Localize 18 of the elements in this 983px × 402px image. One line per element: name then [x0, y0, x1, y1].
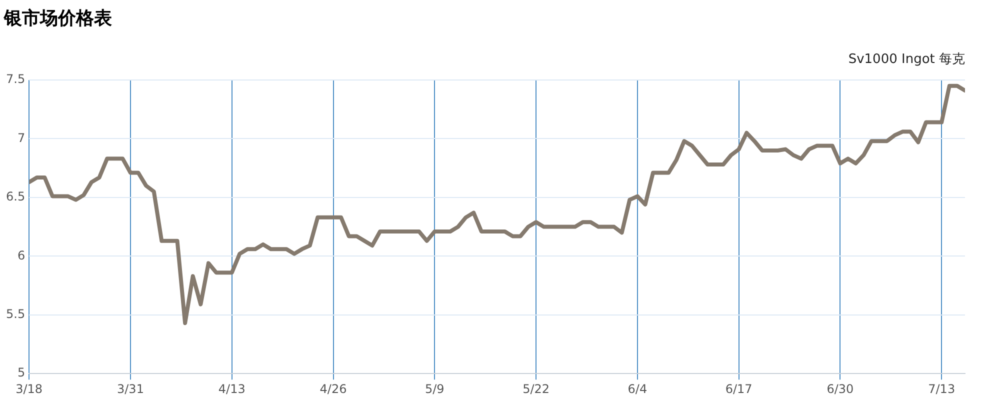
chart-title: 银市场价格表: [4, 7, 112, 30]
y-tick-label: 7: [17, 130, 26, 145]
x-tick-label: 3/18: [16, 382, 43, 396]
y-tick-label: 5: [17, 366, 26, 380]
x-tick-label: 5/22: [522, 382, 550, 396]
x-tick-label: 5/9: [424, 382, 444, 396]
y-tick-label: 7.5: [6, 72, 26, 86]
y-tick-label: 5.5: [6, 307, 26, 322]
x-tick-label: 4/13: [218, 382, 246, 396]
x-tick-label: 4/26: [320, 382, 347, 396]
chart-subtitle: Sv1000 Ingot 每克: [848, 51, 965, 68]
x-tick-label: 7/13: [928, 382, 956, 396]
y-tick-label: 6.5: [6, 190, 26, 204]
x-tick-label: 6/30: [826, 382, 854, 396]
x-tick-label: 6/17: [725, 382, 752, 396]
y-tick-label: 6: [17, 248, 26, 262]
x-tick-label: 3/31: [117, 382, 144, 396]
x-tick-label: 6/4: [628, 382, 648, 396]
